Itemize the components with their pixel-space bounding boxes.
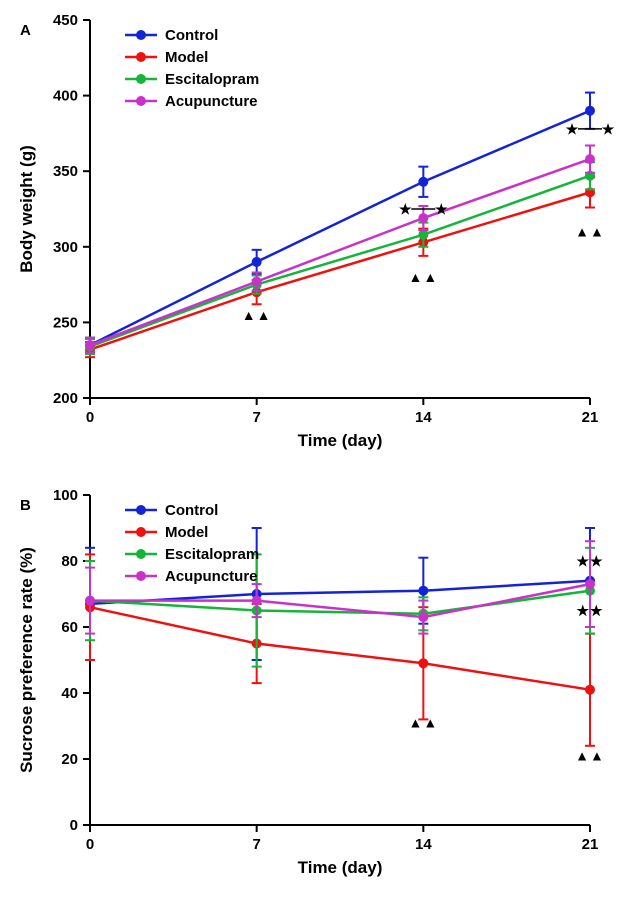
y-axis-title: Sucrose preference rate (%) xyxy=(17,547,36,773)
sig-mark: ★★ xyxy=(576,603,603,619)
data-point xyxy=(418,586,428,596)
chart-svg: A200250300350400450071421Time (day)Body … xyxy=(0,0,630,903)
legend-marker xyxy=(136,571,146,581)
y-tick-label: 100 xyxy=(53,487,78,504)
data-point xyxy=(418,658,428,668)
data-point xyxy=(418,177,428,187)
sig-star: ★ xyxy=(602,121,615,137)
y-tick-label: 400 xyxy=(53,88,78,105)
data-point xyxy=(418,612,428,622)
sig-star: ★ xyxy=(435,201,448,217)
legend-marker xyxy=(136,30,146,40)
data-point xyxy=(418,213,428,223)
legend-label: Model xyxy=(165,524,208,541)
data-point xyxy=(85,340,95,350)
sig-mark: ▲▲ xyxy=(242,307,272,323)
panel-label-A: A xyxy=(20,22,31,39)
data-point xyxy=(418,230,428,240)
x-tick-label: 21 xyxy=(582,836,599,853)
legend-label: Control xyxy=(165,502,218,519)
x-axis-title: Time (day) xyxy=(298,858,383,877)
y-tick-label: 0 xyxy=(70,817,78,834)
y-tick-label: 60 xyxy=(61,619,78,636)
x-tick-label: 21 xyxy=(582,409,599,426)
data-point xyxy=(252,277,262,287)
x-tick-label: 7 xyxy=(252,409,260,426)
series-line xyxy=(90,607,590,690)
x-tick-label: 7 xyxy=(252,836,260,853)
x-axis-title: Time (day) xyxy=(298,431,383,450)
y-tick-label: 450 xyxy=(53,12,78,29)
data-point xyxy=(252,596,262,606)
sig-star: ★ xyxy=(566,121,579,137)
x-tick-label: 0 xyxy=(86,836,94,853)
data-point xyxy=(252,257,262,267)
y-tick-label: 200 xyxy=(53,390,78,407)
legend-marker xyxy=(136,549,146,559)
legend-label: Acupuncture xyxy=(165,93,258,110)
series-line xyxy=(90,192,590,349)
data-point xyxy=(85,596,95,606)
data-point xyxy=(585,106,595,116)
y-tick-label: 350 xyxy=(53,163,78,180)
legend-marker xyxy=(136,74,146,84)
figure-container: A200250300350400450071421Time (day)Body … xyxy=(0,0,630,903)
legend-label: Escitalopram xyxy=(165,546,259,563)
data-point xyxy=(585,579,595,589)
series-line xyxy=(90,159,590,345)
legend-marker xyxy=(136,52,146,62)
x-tick-label: 14 xyxy=(415,836,432,853)
sig-mark: ▲▲ xyxy=(408,269,438,285)
data-point xyxy=(585,685,595,695)
series-line xyxy=(90,111,590,345)
legend-label: Acupuncture xyxy=(165,568,258,585)
series-line xyxy=(90,176,590,347)
sig-mark: ▲▲ xyxy=(575,224,605,240)
y-tick-label: 300 xyxy=(53,239,78,256)
y-tick-label: 40 xyxy=(61,685,78,702)
y-tick-label: 80 xyxy=(61,553,78,570)
legend-label: Escitalopram xyxy=(165,71,259,88)
legend-label: Control xyxy=(165,27,218,44)
sig-mark: ★★ xyxy=(576,553,603,569)
y-tick-label: 250 xyxy=(53,314,78,331)
sig-mark: ▲▲ xyxy=(408,715,438,731)
sig-star: ★ xyxy=(399,201,412,217)
series-line xyxy=(90,591,590,614)
y-tick-label: 20 xyxy=(61,751,78,768)
data-point xyxy=(585,154,595,164)
sig-mark: ▲▲ xyxy=(575,748,605,764)
legend-marker xyxy=(136,505,146,515)
legend-marker xyxy=(136,96,146,106)
legend-marker xyxy=(136,527,146,537)
x-tick-label: 0 xyxy=(86,409,94,426)
y-axis-title: Body weight (g) xyxy=(17,145,36,272)
panel-label-B: B xyxy=(20,497,31,514)
x-tick-label: 14 xyxy=(415,409,432,426)
legend-label: Model xyxy=(165,49,208,66)
